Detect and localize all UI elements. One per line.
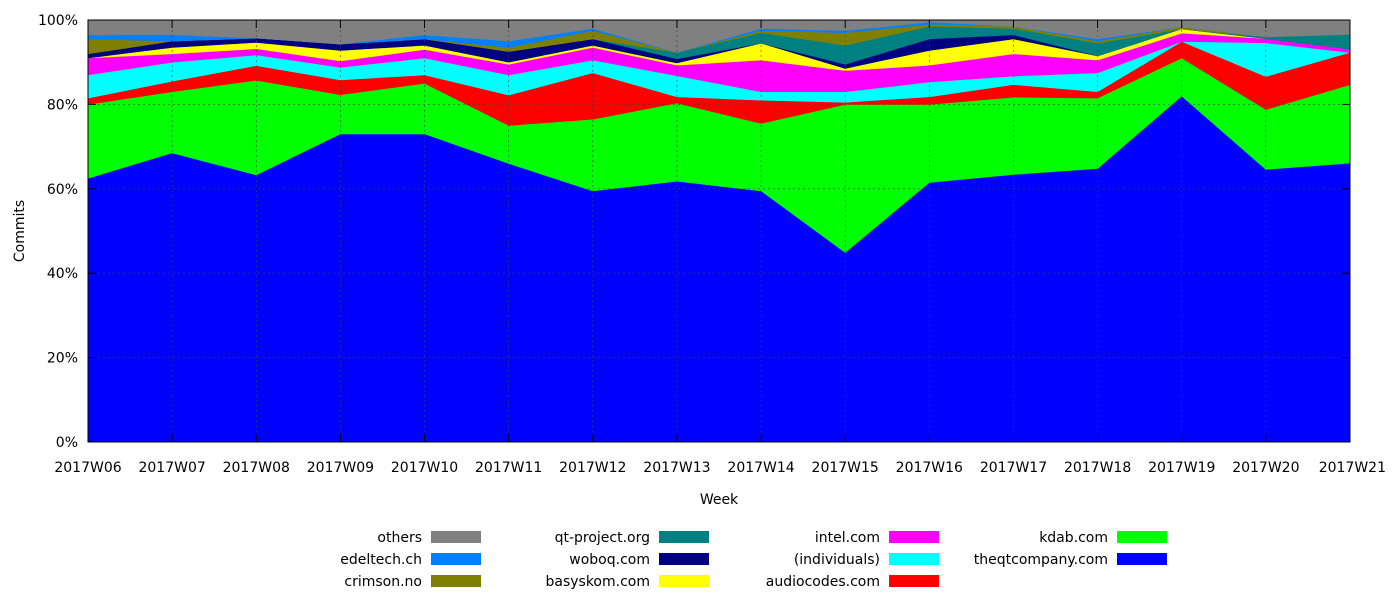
- legend-swatch-qt-project-org: [659, 531, 709, 543]
- legend-swatch-kdab-com: [1117, 531, 1167, 543]
- y-tick-label: 40%: [47, 266, 78, 282]
- legend-label-woboq-com: woboq.com: [569, 552, 650, 568]
- legend-label-kdab-com: kdab.com: [1039, 530, 1108, 546]
- legend-label-intel-com: intel.com: [815, 530, 880, 546]
- x-axis-label: Week: [700, 492, 739, 508]
- x-tick-label: 2017W13: [643, 460, 710, 476]
- y-axis-label: Commits: [12, 200, 28, 262]
- legend-swatch-woboq-com: [659, 553, 709, 565]
- x-tick-label: 2017W10: [391, 460, 458, 476]
- y-tick-label: 100%: [38, 13, 78, 29]
- legend-label-theqtcompany-com: theqtcompany.com: [974, 552, 1108, 568]
- y-tick-label: 80%: [47, 97, 78, 113]
- x-tick-label: 2017W07: [138, 460, 205, 476]
- x-tick-label: 2017W19: [1148, 460, 1215, 476]
- legend-label-audiocodes-com: audiocodes.com: [766, 574, 880, 590]
- legend-swatch-others: [431, 531, 481, 543]
- legend-label-others: others: [377, 530, 422, 546]
- x-tick-label: 2017W06: [54, 460, 121, 476]
- y-tick-label: 20%: [47, 351, 78, 367]
- x-tick-label: 2017W15: [812, 460, 879, 476]
- x-tick-label: 2017W17: [980, 460, 1047, 476]
- legend-label-basyskom-com: basyskom.com: [545, 574, 650, 590]
- legend-swatch-edeltech-ch: [431, 553, 481, 565]
- y-tick-label: 60%: [47, 182, 78, 198]
- legend-swatch-crimson-no: [431, 575, 481, 587]
- x-axis: 2017W06 2017W07 2017W08 2017W09 2017W10 2017W…: [54, 20, 1386, 476]
- x-tick-label: 2017W11: [475, 460, 542, 476]
- x-tick-label: 2017W14: [727, 460, 794, 476]
- legend: others edeltech.ch crimson.no qt-project.or…: [340, 530, 1167, 590]
- legend-label-individuals: (individuals): [794, 552, 880, 568]
- x-tick-label: 2017W09: [307, 460, 374, 476]
- x-tick-label: 2017W08: [223, 460, 290, 476]
- x-tick-label: 2017W16: [896, 460, 963, 476]
- x-tick-label: 2017W21: [1319, 460, 1386, 476]
- legend-label-edeltech-ch: edeltech.ch: [340, 552, 422, 568]
- legend-swatch-individuals: [889, 553, 939, 565]
- plot-border: [87, 19, 1351, 443]
- legend-swatch-basyskom-com: [659, 575, 709, 587]
- y-tick-label: 0%: [56, 435, 78, 451]
- y-axis: 0% 20% 40% 60% 80% 100%: [38, 13, 1350, 451]
- legend-swatch-intel-com: [889, 531, 939, 543]
- legend-label-qt-project-org: qt-project.org: [555, 530, 650, 546]
- legend-label-crimson-no: crimson.no: [344, 574, 422, 590]
- legend-swatch-theqtcompany-com: [1117, 553, 1167, 565]
- legend-swatch-audiocodes-com: [889, 575, 939, 587]
- x-tick-label: 2017W18: [1064, 460, 1131, 476]
- grid-layer: [88, 20, 1350, 442]
- area-layer: [87, 19, 1351, 443]
- x-tick-label: 2017W20: [1232, 460, 1299, 476]
- x-tick-label: 2017W12: [559, 460, 626, 476]
